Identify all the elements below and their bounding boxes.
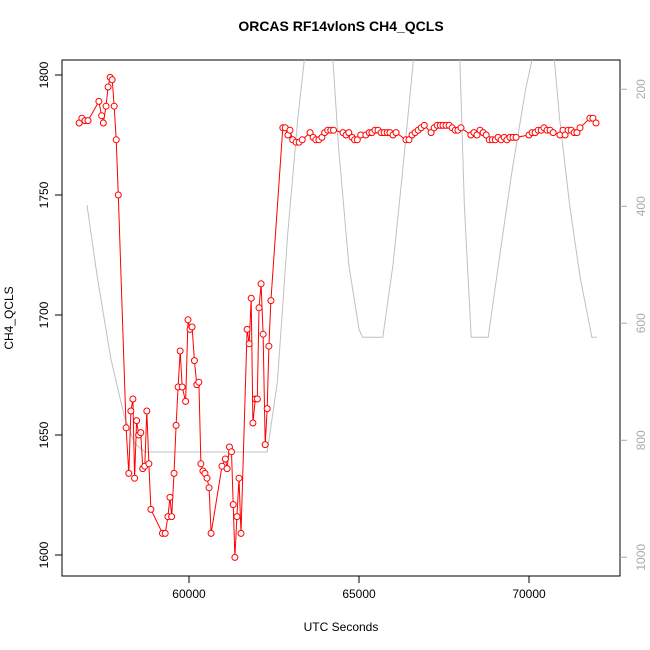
plot-frame	[61, 59, 621, 577]
data-point	[203, 474, 211, 482]
y2-tick-label: 200	[634, 79, 648, 99]
data-point	[147, 505, 155, 513]
data-point	[221, 455, 229, 463]
data-point	[267, 297, 275, 305]
data-point	[255, 304, 263, 312]
data-point	[112, 136, 120, 144]
data-point	[145, 460, 153, 468]
data-point	[190, 357, 198, 365]
data-point	[576, 124, 584, 132]
y2-tick-label: 1000	[634, 544, 648, 571]
data-point	[243, 325, 251, 333]
data-point	[166, 493, 174, 501]
data-point	[229, 501, 237, 509]
data-point	[245, 340, 253, 348]
data-point	[84, 117, 92, 125]
data-line	[86, 60, 597, 453]
data-point	[286, 126, 294, 134]
x-tick-label: 65000	[342, 587, 376, 601]
y2-tick-label: 600	[634, 313, 648, 333]
chart-title: ORCAS RF14vlonS CH4_QCLS	[238, 18, 443, 34]
data-point	[261, 441, 269, 449]
plot-area	[75, 60, 600, 561]
data-point	[233, 513, 241, 521]
data-point	[231, 553, 239, 561]
data-point	[549, 129, 557, 137]
data-point	[592, 119, 600, 127]
data-point	[178, 383, 186, 391]
data-point	[259, 330, 267, 338]
data-point	[133, 417, 141, 425]
y-tick-label: 1650	[37, 421, 51, 448]
data-point	[330, 126, 338, 134]
data-point	[182, 397, 190, 405]
data-point	[263, 405, 271, 413]
data-point	[237, 529, 245, 537]
data-point	[345, 129, 353, 137]
data-point	[561, 131, 569, 139]
y2-tick-label: 800	[634, 430, 648, 450]
data-line	[78, 76, 597, 558]
data-point	[95, 97, 103, 105]
data-point	[512, 133, 520, 141]
x-axis-label: UTC Seconds	[304, 620, 379, 634]
y-axis-label: CH4_QCLS	[2, 286, 16, 349]
data-point	[127, 407, 135, 415]
data-point	[247, 294, 255, 302]
data-point	[420, 121, 428, 129]
data-point	[197, 460, 205, 468]
data-point	[207, 529, 215, 537]
y-tick-label: 1800	[37, 61, 51, 88]
data-point	[223, 465, 231, 473]
data-point	[589, 114, 597, 122]
data-point	[172, 421, 180, 429]
data-point	[235, 474, 243, 482]
data-point	[161, 529, 169, 537]
data-point	[131, 474, 139, 482]
data-point	[195, 378, 203, 386]
data-point	[114, 191, 122, 199]
data-point	[188, 323, 196, 331]
data-point	[265, 342, 273, 350]
data-point	[298, 136, 306, 144]
data-point	[392, 129, 400, 137]
x-tick-label: 70000	[512, 587, 546, 601]
data-point	[205, 484, 213, 492]
data-point	[108, 76, 116, 84]
y2-tick-label: 400	[634, 196, 648, 216]
y-tick-label: 1700	[37, 301, 51, 328]
data-point	[482, 131, 490, 139]
data-point	[405, 136, 413, 144]
data-point	[110, 102, 118, 110]
data-point	[125, 469, 133, 477]
data-point	[99, 119, 107, 127]
data-point	[249, 419, 257, 427]
data-point	[176, 347, 184, 355]
data-point	[122, 424, 130, 432]
data-point	[257, 280, 265, 288]
data-point	[102, 102, 110, 110]
data-point	[573, 129, 581, 137]
y-tick-label: 1600	[37, 541, 51, 568]
data-point	[457, 124, 465, 132]
data-point	[253, 395, 261, 403]
data-point	[98, 112, 106, 120]
data-point	[306, 129, 314, 137]
data-point	[170, 469, 178, 477]
data-point	[227, 448, 235, 456]
data-point	[143, 407, 151, 415]
data-point	[427, 129, 435, 137]
data-point	[137, 429, 145, 437]
data-point	[184, 316, 192, 324]
x-tick-label: 60000	[172, 587, 206, 601]
data-point	[473, 131, 481, 139]
data-point	[104, 83, 112, 91]
data-point	[168, 513, 176, 521]
data-point	[353, 136, 361, 144]
data-point	[129, 395, 137, 403]
y-tick-label: 1750	[37, 181, 51, 208]
